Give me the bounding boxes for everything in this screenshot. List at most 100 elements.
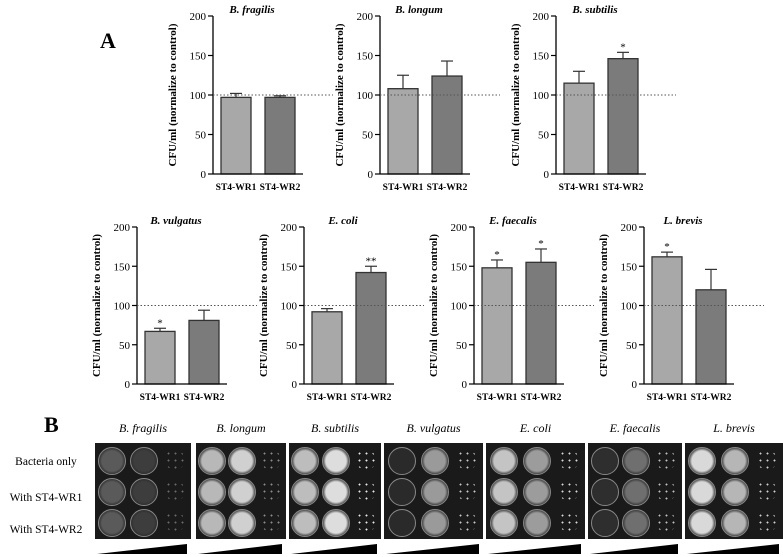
y-tick-label: 100 xyxy=(114,301,131,313)
y-axis-label: CFU/ml (normalize to control) xyxy=(258,234,270,377)
y-tick-label: 0 xyxy=(462,379,468,391)
y-tick-label: 150 xyxy=(357,51,374,63)
bar-charts: B. fragilis 0 50 100 150 200 CFU/ml (normalize… xyxy=(91,4,764,403)
plate-column-title: B. fragilis xyxy=(118,421,167,435)
colony-spot xyxy=(721,478,749,506)
colony-spot xyxy=(656,481,677,501)
colony-spot xyxy=(322,447,350,475)
colony-spot xyxy=(622,509,650,537)
chart-title: E. coli xyxy=(327,215,358,227)
significance-mark: * xyxy=(538,238,544,250)
colony-spot xyxy=(721,447,749,475)
y-tick-label: 150 xyxy=(190,51,207,63)
colony-spot xyxy=(98,447,126,475)
y-axis-label: CFU/ml (normalize to control) xyxy=(91,234,103,377)
colony-spot xyxy=(558,450,579,470)
colony-spot xyxy=(291,478,320,506)
agar-plate-image xyxy=(588,443,682,539)
dilution-gradient-wedge xyxy=(590,544,678,554)
colony-spot xyxy=(387,447,416,475)
bar xyxy=(264,96,296,175)
y-tick-label: 100 xyxy=(621,301,638,313)
y-tick-label: 200 xyxy=(190,11,207,23)
agar-plate-image xyxy=(196,443,286,539)
agar-plate-image xyxy=(95,443,191,539)
chart-title: B. longum xyxy=(394,4,443,16)
colony-spot xyxy=(165,512,185,532)
colony-spot xyxy=(130,509,158,537)
y-tick-label: 0 xyxy=(368,169,374,181)
x-tick-label: ST4-WR1 xyxy=(216,183,257,193)
bar xyxy=(220,96,252,175)
colony-spot xyxy=(228,447,256,475)
plate-column-title: B. longum xyxy=(216,421,266,435)
plate-column-title: E. faecalis xyxy=(609,421,661,435)
y-tick-label: 50 xyxy=(538,130,550,142)
colony-spot xyxy=(198,509,226,537)
significance-mark: * xyxy=(620,41,626,53)
x-tick-label: ST4-WR1 xyxy=(140,393,181,403)
colony-spot xyxy=(261,481,281,501)
x-tick-label: ST4-WR2 xyxy=(427,183,468,193)
colony-spot xyxy=(522,509,551,537)
colony-spot xyxy=(688,478,717,506)
bar xyxy=(481,267,513,385)
colony-spot xyxy=(355,481,376,501)
row-label: Bacteria only xyxy=(15,456,77,468)
bar xyxy=(387,88,419,175)
colony-spot xyxy=(387,478,416,506)
colony-spot xyxy=(656,512,677,532)
colony-spot xyxy=(489,478,518,506)
y-axis-label: CFU/ml (normalize to control) xyxy=(334,23,346,166)
y-tick-label: 50 xyxy=(362,130,374,142)
colony-spot xyxy=(622,447,650,475)
dilution-gradient-wedge xyxy=(291,544,377,554)
colony-spot xyxy=(522,447,551,475)
chart-title: L. brevis xyxy=(662,215,702,227)
bar xyxy=(651,256,683,385)
y-tick-label: 150 xyxy=(533,51,550,63)
x-tick-label: ST4-WR2 xyxy=(603,183,644,193)
y-tick-label: 50 xyxy=(286,340,298,352)
dilution-gradient-wedge xyxy=(198,544,282,554)
colony-spot xyxy=(756,450,777,470)
y-tick-label: 200 xyxy=(357,11,374,23)
plate-column-title: B. vulgatus xyxy=(406,421,461,435)
y-tick-label: 0 xyxy=(292,379,298,391)
y-tick-label: 200 xyxy=(281,222,298,234)
plate-column-title: E. coli xyxy=(519,421,552,435)
y-tick-label: 200 xyxy=(621,222,638,234)
bar xyxy=(188,319,220,385)
colony-spot xyxy=(420,447,449,475)
plate-column-title: B. subtilis xyxy=(310,421,359,435)
colony-spot xyxy=(198,478,226,506)
colony-spot xyxy=(456,512,477,532)
colony-spot xyxy=(688,509,717,537)
panel-b-label: B xyxy=(44,412,59,437)
y-axis-label: CFU/ml (normalize to control) xyxy=(167,23,179,166)
row-label: With ST4-WR1 xyxy=(9,492,83,504)
bar xyxy=(607,58,639,175)
row-label: With ST4-WR2 xyxy=(9,524,83,536)
colony-spot xyxy=(622,478,650,506)
bar xyxy=(355,271,387,385)
x-tick-label: ST4-WR2 xyxy=(260,183,301,193)
colony-spot xyxy=(420,509,449,537)
significance-mark: * xyxy=(157,317,163,329)
colony-spot xyxy=(165,481,185,501)
y-tick-label: 100 xyxy=(451,301,468,313)
y-tick-label: 150 xyxy=(114,261,131,273)
agar-plate-image xyxy=(384,443,483,539)
y-tick-label: 0 xyxy=(544,169,550,181)
significance-mark: * xyxy=(664,241,670,253)
y-tick-label: 0 xyxy=(125,379,131,391)
y-tick-label: 50 xyxy=(119,340,131,352)
agar-plate-image xyxy=(685,443,783,539)
y-axis-label: CFU/ml (normalize to control) xyxy=(428,234,440,377)
y-tick-label: 200 xyxy=(114,222,131,234)
colony-spot xyxy=(228,478,256,506)
y-tick-label: 150 xyxy=(621,261,638,273)
chart-title: B. fragilis xyxy=(228,4,274,16)
colony-spot xyxy=(165,450,185,470)
colony-spot xyxy=(130,447,158,475)
